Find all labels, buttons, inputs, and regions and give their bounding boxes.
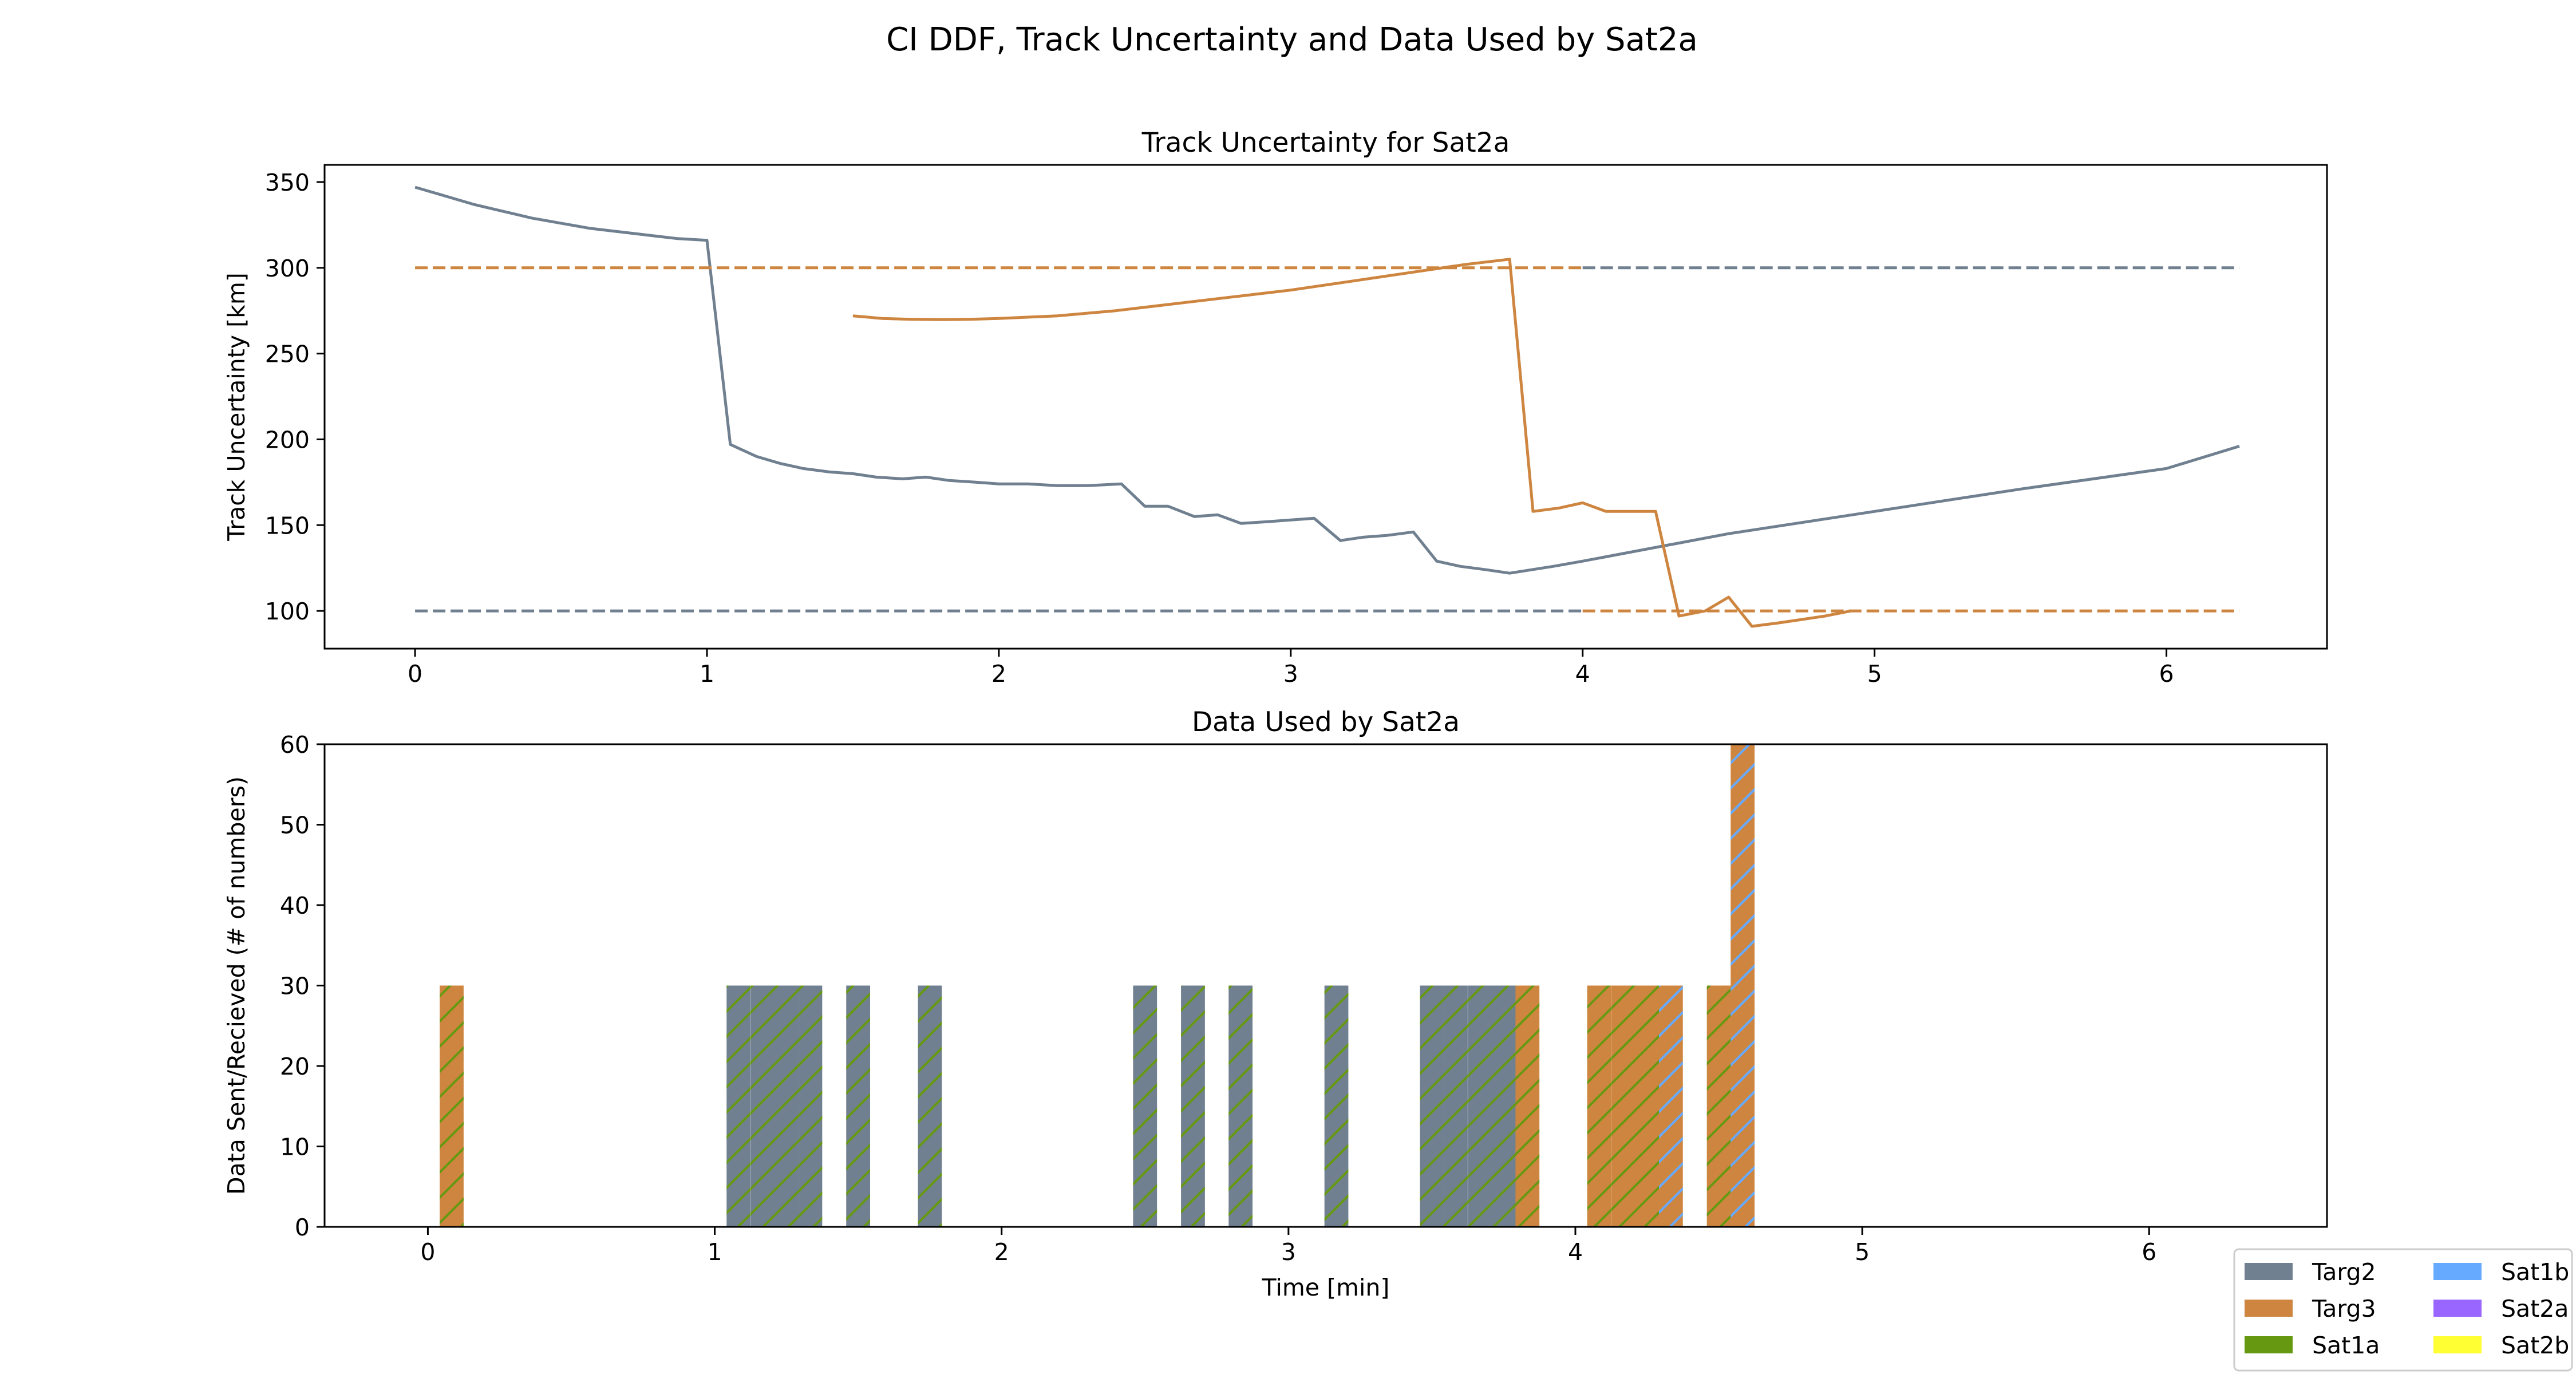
- y-tick-label: 250: [265, 341, 310, 368]
- legend-label: Sat1b: [2501, 1258, 2569, 1286]
- y-tick-label: 40: [280, 892, 310, 919]
- plot-frame: [323, 164, 2328, 650]
- chart-title: Data Used by Sat2a: [1192, 706, 1460, 738]
- bar-hatch: [1659, 985, 1683, 1227]
- bar-hatch: [1420, 985, 1444, 1227]
- series-line-targ2: [414, 185, 2240, 575]
- legend-label: Sat1a: [2312, 1332, 2380, 1359]
- x-tick-label: 0: [420, 1238, 435, 1266]
- bar-hatch: [1133, 985, 1157, 1227]
- bar-hatch: [1468, 985, 1492, 1227]
- bar-hatch: [1515, 985, 1540, 1227]
- bar-hatch: [726, 985, 751, 1227]
- series-line-targ3: [852, 258, 1852, 628]
- x-tick-label: 1: [708, 1238, 722, 1266]
- y-axis-label: Data Sent/Recieved (# of numbers): [223, 776, 250, 1195]
- x-axis-label: Time [min]: [1262, 1274, 1390, 1301]
- x-tick-label: 6: [2142, 1238, 2156, 1266]
- bar-hatch: [1635, 985, 1660, 1227]
- y-tick-label: 60: [280, 731, 310, 759]
- bar-hatch: [1706, 985, 1731, 1227]
- x-tick-label: 3: [1283, 660, 1298, 688]
- bar-hatch: [1444, 985, 1468, 1227]
- y-tick-label: 30: [280, 973, 310, 1000]
- x-tick-label: 5: [1855, 1238, 1870, 1266]
- y-tick-label: 200: [265, 426, 310, 453]
- legend-swatch: [2433, 1336, 2482, 1353]
- x-tick-label: 4: [1575, 660, 1590, 688]
- bar-hatch: [918, 985, 942, 1227]
- bar-hatch: [1587, 985, 1611, 1227]
- legend-swatch: [2245, 1336, 2293, 1353]
- x-tick-label: 3: [1281, 1238, 1296, 1266]
- legend-swatch: [2433, 1300, 2482, 1317]
- legend-swatch: [2245, 1263, 2293, 1280]
- chart-title: Track Uncertainty for Sat2a: [1141, 127, 1510, 159]
- y-tick-label: 300: [265, 255, 310, 282]
- x-tick-label: 2: [991, 660, 1006, 688]
- y-tick-label: 350: [265, 169, 310, 196]
- y-tick-label: 150: [265, 512, 310, 539]
- x-tick-label: 1: [700, 660, 714, 688]
- x-tick-label: 2: [994, 1238, 1009, 1266]
- y-axis-label: Track Uncertainty [km]: [223, 273, 250, 542]
- plot-area: [416, 744, 2221, 1228]
- legend-label: Sat2b: [2501, 1332, 2569, 1359]
- legend: Targ2 Targ3 Sat1a Sat1b Sat2a Sat2b: [2233, 1248, 2573, 1372]
- y-tick-label: 10: [280, 1134, 310, 1161]
- plot-frame: [323, 743, 2328, 1228]
- legend-swatch: [2245, 1300, 2293, 1317]
- bar-hatch: [1228, 985, 1253, 1227]
- bar-hatch: [1324, 985, 1349, 1227]
- y-tick-label: 100: [265, 598, 310, 625]
- bar-hatch: [1181, 985, 1205, 1227]
- x-tick-label: 4: [1568, 1238, 1583, 1266]
- bar-hatch: [440, 985, 464, 1227]
- legend-box: [2233, 1248, 2573, 1372]
- plot-area: [414, 185, 2240, 628]
- bar-hatch: [798, 985, 823, 1227]
- legend-label: Targ3: [2312, 1295, 2376, 1322]
- bar-hatch: [1611, 985, 1635, 1227]
- bar-hatch: [846, 985, 871, 1227]
- x-tick-label: 5: [1867, 660, 1882, 688]
- legend-label: Sat2a: [2501, 1295, 2569, 1322]
- bar-hatch: [1491, 985, 1516, 1227]
- x-tick-label: 0: [408, 660, 422, 688]
- track-uncertainty-chart: Track Uncertainty for Sat2a 0 1 2 3 4 5 6 100 150…: [223, 127, 2328, 688]
- bar-hatch: [750, 985, 775, 1227]
- legend-swatch: [2433, 1263, 2482, 1280]
- figure-title: CI DDF, Track Uncertainty and Data Used …: [886, 21, 1698, 58]
- bar-hatch: [774, 985, 799, 1227]
- y-tick-label: 0: [295, 1214, 310, 1241]
- x-tick-label: 6: [2159, 660, 2174, 688]
- y-tick-label: 20: [280, 1053, 310, 1080]
- legend-label: Targ2: [2312, 1258, 2376, 1286]
- bar-hatch: [1730, 744, 1755, 1227]
- y-tick-label: 50: [280, 812, 310, 839]
